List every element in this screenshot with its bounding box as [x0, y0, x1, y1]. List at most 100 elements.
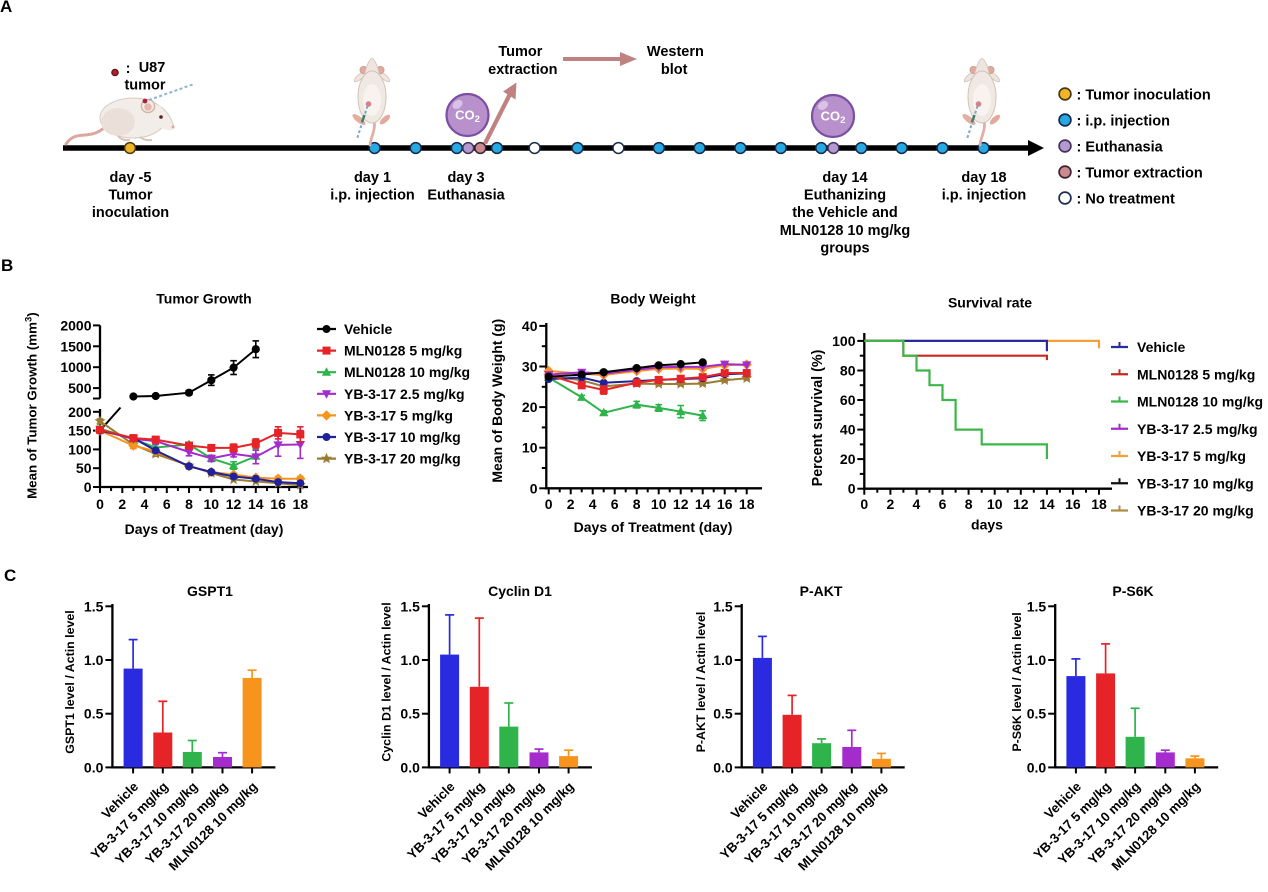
svg-text:: Euthanasia: : Euthanasia [1077, 140, 1164, 156]
svg-text:10: 10 [987, 496, 1003, 512]
svg-text:18: 18 [1091, 496, 1107, 512]
svg-text:P-AKT level / Actin level: P-AKT level / Actin level [694, 612, 708, 753]
svg-text:day 3: day 3 [447, 170, 484, 186]
svg-text:YB-3-17 2.5 mg/kg: YB-3-17 2.5 mg/kg [344, 386, 465, 402]
svg-text:2: 2 [118, 496, 126, 512]
svg-text:14: 14 [1039, 496, 1055, 512]
svg-text:6: 6 [939, 496, 947, 512]
svg-text:12: 12 [673, 496, 689, 512]
svg-text:Percent survival (%): Percent survival (%) [810, 349, 826, 486]
svg-text:Western: Western [647, 44, 704, 60]
svg-text:groups: groups [820, 240, 869, 256]
svg-text:100: 100 [68, 441, 92, 457]
svg-text:1.0: 1.0 [1027, 652, 1047, 668]
svg-text:CO2: CO2 [455, 108, 480, 126]
svg-text:YB-3-17 20 mg/kg: YB-3-17 20 mg/kg [344, 451, 461, 467]
svg-text:P-S6K: P-S6K [1112, 583, 1153, 599]
svg-text:YB-3-17 2.5 mg/kg: YB-3-17 2.5 mg/kg [1137, 421, 1258, 437]
svg-text:days: days [971, 517, 1003, 533]
svg-text:: No treatment: : No treatment [1077, 192, 1175, 208]
svg-text:inoculation: inoculation [92, 205, 169, 221]
svg-text:100: 100 [832, 333, 856, 349]
svg-text:Euthanizing: Euthanizing [804, 188, 886, 204]
svg-text:YB-3-17 10 mg/kg: YB-3-17 10 mg/kg [344, 429, 461, 445]
svg-text:500: 500 [68, 380, 92, 396]
svg-text:Vehicle: Vehicle [344, 321, 392, 337]
svg-text:Tumor: Tumor [498, 44, 542, 60]
svg-text:day 1: day 1 [354, 170, 391, 186]
svg-text:1.5: 1.5 [400, 598, 420, 614]
svg-text:Mean of Body Weight (g): Mean of Body Weight (g) [489, 319, 505, 483]
svg-text:0: 0 [545, 496, 553, 512]
svg-text:A: A [0, 0, 12, 16]
svg-text:0.0: 0.0 [400, 759, 420, 775]
svg-text:2000: 2000 [60, 317, 91, 333]
svg-text::: : [126, 61, 131, 77]
svg-text:Tumor: Tumor [108, 188, 152, 204]
svg-text:50: 50 [76, 460, 92, 476]
svg-text:10: 10 [204, 496, 220, 512]
svg-text:0.5: 0.5 [84, 706, 104, 722]
svg-text:MLN0128 10 mg/kg: MLN0128 10 mg/kg [1137, 394, 1263, 410]
svg-text:Mean of Tumor Growth (mm3): Mean of Tumor Growth (mm3) [24, 312, 40, 499]
svg-text:10: 10 [651, 496, 667, 512]
svg-text:0.5: 0.5 [713, 706, 733, 722]
svg-text:1.5: 1.5 [1027, 598, 1047, 614]
svg-text:4: 4 [589, 496, 597, 512]
svg-text:20: 20 [840, 451, 856, 467]
svg-text:18: 18 [293, 496, 309, 512]
svg-text:150: 150 [68, 423, 92, 439]
svg-text:0: 0 [96, 496, 104, 512]
svg-text:10: 10 [522, 440, 538, 456]
svg-text:16: 16 [717, 496, 733, 512]
svg-text:P-S6K level / Actin level: P-S6K level / Actin level [1010, 612, 1024, 751]
svg-text:C: C [4, 566, 16, 585]
svg-text:YB-3-17 5 mg/kg: YB-3-17 5 mg/kg [344, 407, 453, 423]
svg-text:U87: U87 [139, 60, 166, 76]
svg-text:CO2: CO2 [821, 109, 846, 127]
svg-text:8: 8 [965, 496, 973, 512]
svg-text:0: 0 [848, 481, 856, 497]
svg-text:i.p. injection: i.p. injection [942, 188, 1027, 204]
svg-text:Cyclin D1 level / Actin level: Cyclin D1 level / Actin level [379, 602, 393, 761]
svg-text:Days of Treatment (day): Days of Treatment (day) [125, 521, 284, 537]
svg-text:18: 18 [739, 496, 755, 512]
svg-text:40: 40 [840, 422, 856, 438]
svg-text:1.0: 1.0 [84, 652, 104, 668]
svg-text:16: 16 [270, 496, 286, 512]
svg-text:0.0: 0.0 [713, 759, 733, 775]
svg-text:60: 60 [840, 392, 856, 408]
svg-text:Days of Treatment (day): Days of Treatment (day) [574, 519, 733, 535]
svg-text:P-AKT: P-AKT [800, 583, 843, 599]
svg-text:1500: 1500 [60, 338, 91, 354]
svg-text:Tumor Growth: Tumor Growth [156, 291, 251, 307]
svg-text:20: 20 [522, 399, 538, 415]
svg-text:12: 12 [1013, 496, 1029, 512]
svg-text:0.0: 0.0 [84, 759, 104, 775]
svg-text:Vehicle: Vehicle [1137, 339, 1185, 355]
svg-text:40: 40 [522, 318, 538, 334]
svg-text:day 18: day 18 [961, 170, 1006, 186]
svg-text:2: 2 [886, 496, 894, 512]
svg-text:YB-3-17 5 mg/kg: YB-3-17 5 mg/kg [1137, 448, 1246, 464]
svg-text:6: 6 [163, 496, 171, 512]
svg-text:the Vehicle and: the Vehicle and [792, 205, 898, 221]
svg-text:0: 0 [860, 496, 868, 512]
svg-text:day 14: day 14 [822, 170, 867, 186]
svg-text:GSPT1: GSPT1 [187, 583, 233, 599]
svg-text:1.5: 1.5 [84, 598, 104, 614]
svg-text:2: 2 [567, 496, 575, 512]
svg-text:: Tumor inoculation: : Tumor inoculation [1077, 88, 1211, 104]
svg-text:MLN0128 10 mg/kg: MLN0128 10 mg/kg [780, 223, 911, 239]
svg-text:GSPT1 level / Actin level: GSPT1 level / Actin level [63, 610, 77, 753]
svg-text:Euthanasia: Euthanasia [427, 188, 505, 204]
svg-text:4: 4 [913, 496, 921, 512]
svg-text:day -5: day -5 [110, 170, 152, 186]
svg-text:16: 16 [1065, 496, 1081, 512]
svg-text:1.5: 1.5 [713, 598, 733, 614]
svg-text:12: 12 [226, 496, 242, 512]
svg-text:MLN0128 10 mg/kg: MLN0128 10 mg/kg [344, 364, 470, 380]
svg-text:YB-3-17 10 mg/kg: YB-3-17 10 mg/kg [1137, 475, 1254, 491]
svg-text:0.5: 0.5 [1027, 706, 1047, 722]
svg-text:tumor: tumor [124, 78, 165, 94]
